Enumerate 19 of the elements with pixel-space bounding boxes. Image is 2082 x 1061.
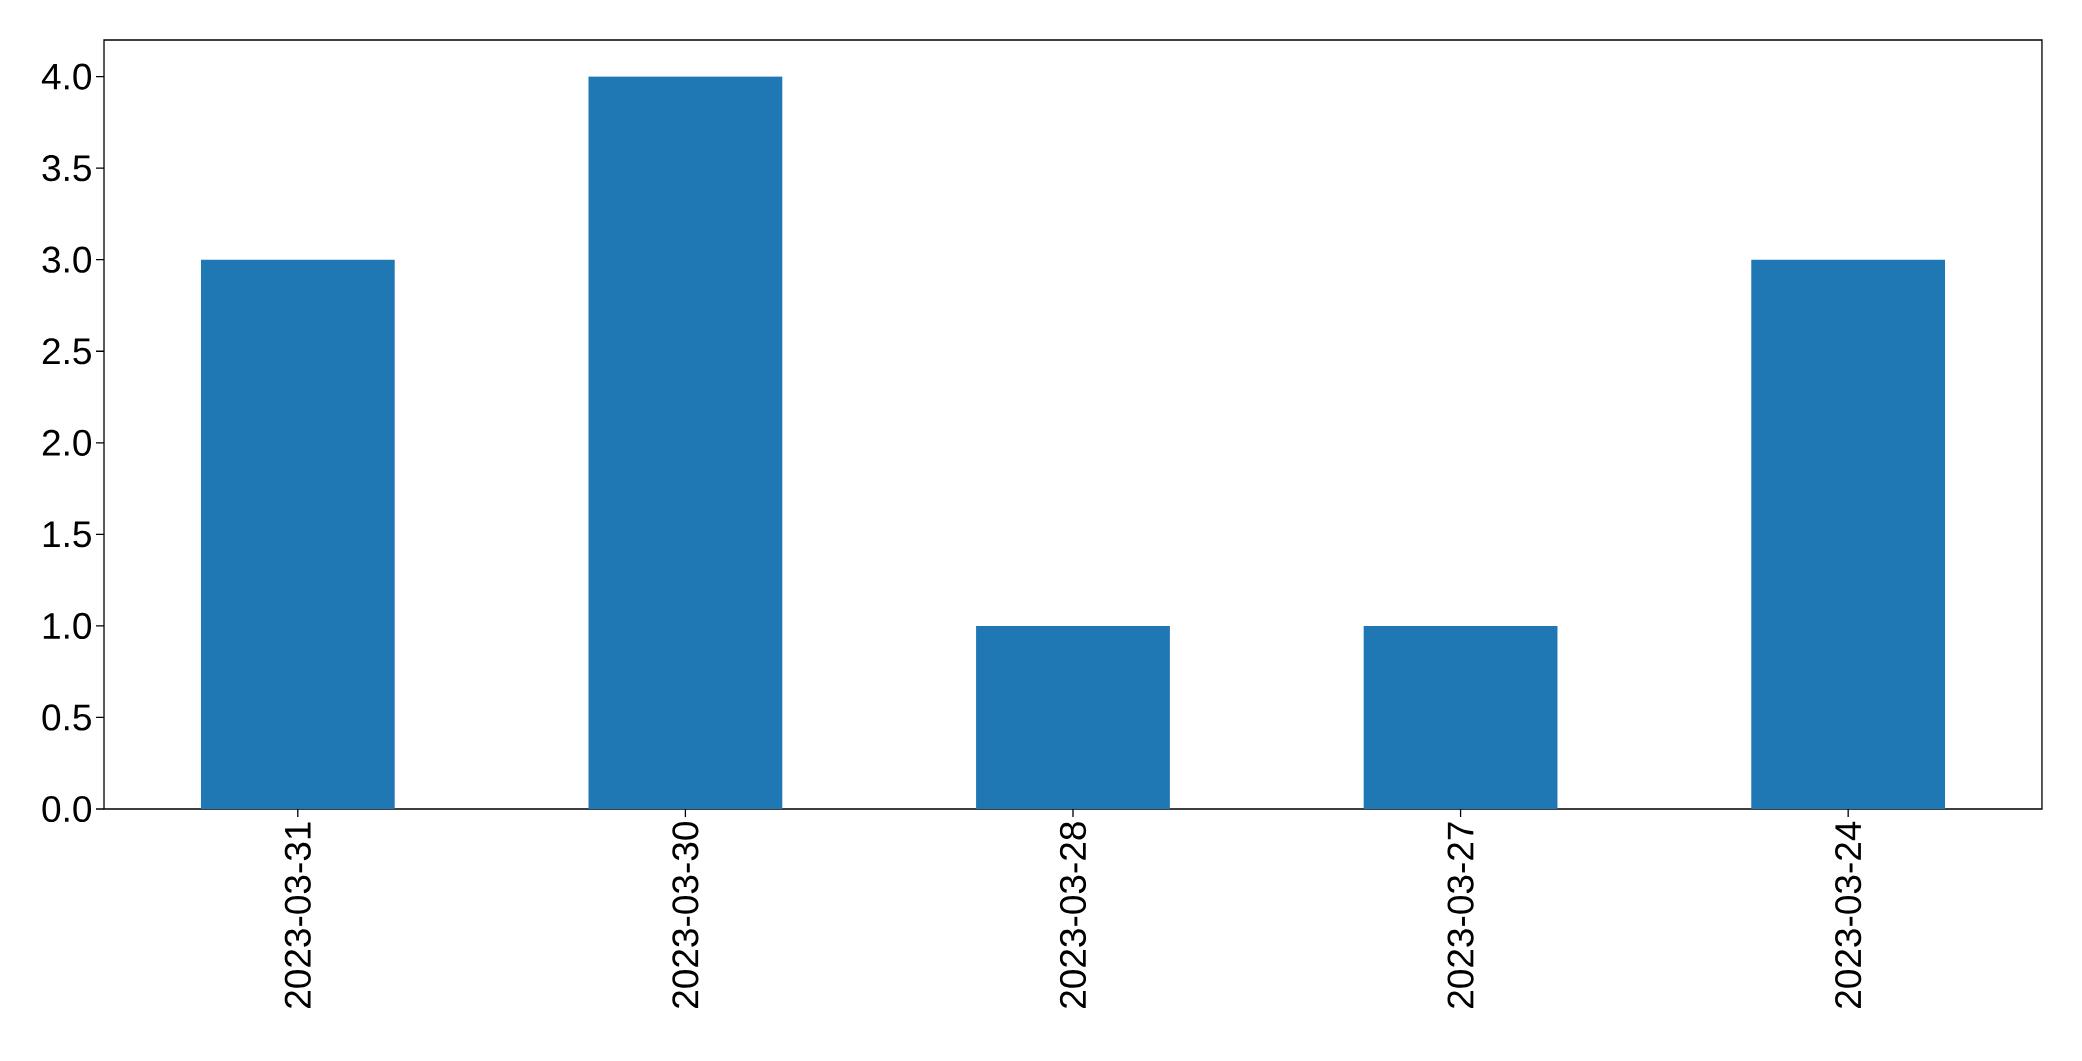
y-tick-label: 2.5 [42,338,91,365]
x-tick-label: 2023-03-24 [1835,821,1862,1008]
y-tick-label: 1.0 [43,612,92,639]
bar [976,625,1170,809]
x-tick-label: 2023-03-28 [1059,822,1087,1008]
y-tick-label: 2.0 [42,429,92,456]
y-tick-label: 0.5 [42,704,91,731]
y-tick-label: 4.0 [41,63,92,90]
bar [200,259,395,809]
x-tick-label: 2023-03-27 [1447,822,1474,1008]
y-tick-label: 1.5 [43,521,91,548]
x-tick-label: 2023-03-30 [672,822,699,1008]
x-tick-label: 2023-03-31 [284,822,311,1008]
bar [1751,259,1946,809]
y-tick-label: 3.5 [42,155,91,182]
bar [1363,625,1558,809]
bar [588,76,783,809]
y-tick-label: 3.0 [42,246,92,273]
y-tick-label: 0.0 [42,795,92,823]
